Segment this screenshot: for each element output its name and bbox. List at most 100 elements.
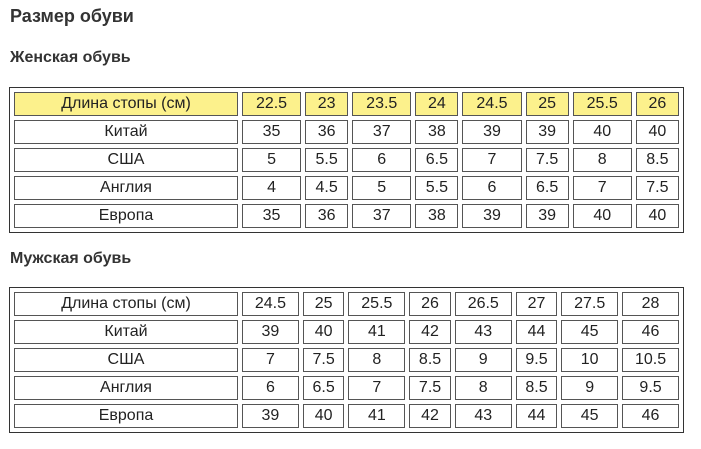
size-cell: 39 — [242, 404, 299, 428]
size-cell: 7 — [242, 348, 299, 372]
size-cell: 38 — [415, 120, 459, 144]
table-row: Европа 39 40 41 42 43 44 45 46 — [14, 404, 679, 428]
men-size-table-frame: Длина стопы (см) 24.5 25 25.5 26 26.5 27 27.5 28… — [9, 287, 684, 433]
women-section-title: Женская обувь — [10, 49, 131, 66]
women-size-table: Длина стопы (см) 22.5 23 23.5 24 24.5 25 25.5 26… — [10, 88, 683, 232]
size-cell: 8 — [454, 376, 512, 400]
size-cell: 40 — [572, 204, 632, 228]
men-size-table: Длина стопы (см) 24.5 25 25.5 26 26.5 27 27.5 28… — [10, 288, 683, 432]
size-cell: 5 — [352, 176, 412, 200]
size-cell: 6.5 — [415, 148, 459, 172]
table-row: Европа 35 36 37 38 39 39 40 40 — [14, 204, 679, 228]
page-title: Размер обуви — [10, 6, 134, 26]
country-label: США — [14, 348, 238, 372]
size-cell: 9 — [561, 376, 619, 400]
size-cell: 41 — [348, 404, 406, 428]
size-cell: 4.5 — [305, 176, 349, 200]
size-cell: 46 — [622, 404, 679, 428]
size-cell: 39 — [462, 120, 522, 144]
country-label: Англия — [14, 176, 238, 200]
foot-length-cell: 26 — [635, 92, 679, 116]
size-cell: 6 — [462, 176, 522, 200]
size-cell: 40 — [635, 120, 679, 144]
size-cell: 8.5 — [635, 148, 679, 172]
foot-length-cell: 25.5 — [348, 292, 406, 316]
women-header-row: Длина стопы (см) 22.5 23 23.5 24 24.5 25 25.5 26 — [14, 92, 679, 116]
size-cell: 6 — [352, 148, 412, 172]
size-cell: 37 — [352, 204, 412, 228]
size-cell: 4 — [242, 176, 302, 200]
size-cell: 39 — [462, 204, 522, 228]
foot-length-cell: 28 — [622, 292, 679, 316]
foot-length-cell: 25 — [525, 92, 569, 116]
size-cell: 7 — [572, 176, 632, 200]
size-cell: 35 — [242, 204, 302, 228]
size-cell: 9.5 — [515, 348, 558, 372]
country-label: США — [14, 148, 238, 172]
foot-length-cell: 27.5 — [561, 292, 619, 316]
men-header-row: Длина стопы (см) 24.5 25 25.5 26 26.5 27 27.5 28 — [14, 292, 679, 316]
foot-length-cell: 24.5 — [462, 92, 522, 116]
size-cell: 9 — [454, 348, 512, 372]
size-cell: 41 — [348, 320, 406, 344]
size-cell: 5 — [242, 148, 302, 172]
size-cell: 43 — [454, 404, 512, 428]
country-label: Англия — [14, 376, 238, 400]
size-cell: 46 — [622, 320, 679, 344]
foot-length-cell: 26.5 — [454, 292, 512, 316]
size-cell: 42 — [409, 320, 451, 344]
size-cell: 7 — [348, 376, 406, 400]
size-cell: 39 — [525, 120, 569, 144]
size-cell: 7.5 — [302, 348, 345, 372]
size-cell: 36 — [305, 204, 349, 228]
size-cell: 10.5 — [622, 348, 679, 372]
size-cell: 6.5 — [525, 176, 569, 200]
size-cell: 8 — [572, 148, 632, 172]
size-cell: 7.5 — [635, 176, 679, 200]
table-row: Китай 35 36 37 38 39 39 40 40 — [14, 120, 679, 144]
foot-length-cell: 23 — [305, 92, 349, 116]
size-cell: 7 — [462, 148, 522, 172]
size-cell: 43 — [454, 320, 512, 344]
size-cell: 44 — [515, 320, 558, 344]
size-cell: 40 — [635, 204, 679, 228]
table-row: Англия 6 6.5 7 7.5 8 8.5 9 9.5 — [14, 376, 679, 400]
size-cell: 7.5 — [409, 376, 451, 400]
women-size-table-frame: Длина стопы (см) 22.5 23 23.5 24 24.5 25 25.5 26… — [9, 87, 684, 233]
size-cell: 40 — [572, 120, 632, 144]
size-cell: 8.5 — [515, 376, 558, 400]
foot-length-cell: 24 — [415, 92, 459, 116]
foot-length-cell: 25 — [302, 292, 345, 316]
men-section-title: Мужская обувь — [10, 250, 132, 267]
table-row: Англия 4 4.5 5 5.5 6 6.5 7 7.5 — [14, 176, 679, 200]
country-label: Китай — [14, 120, 238, 144]
size-cell: 9.5 — [622, 376, 679, 400]
size-cell: 40 — [302, 404, 345, 428]
size-cell: 39 — [525, 204, 569, 228]
size-cell: 45 — [561, 320, 619, 344]
size-cell: 6 — [242, 376, 299, 400]
size-cell: 44 — [515, 404, 558, 428]
size-cell: 7.5 — [525, 148, 569, 172]
size-cell: 6.5 — [302, 376, 345, 400]
size-cell: 8 — [348, 348, 406, 372]
size-cell: 37 — [352, 120, 412, 144]
size-cell: 5.5 — [415, 176, 459, 200]
foot-length-cell: 22.5 — [242, 92, 302, 116]
country-label: Европа — [14, 204, 238, 228]
size-cell: 35 — [242, 120, 302, 144]
size-cell: 45 — [561, 404, 619, 428]
size-cell: 39 — [242, 320, 299, 344]
size-cell: 42 — [409, 404, 451, 428]
size-cell: 40 — [302, 320, 345, 344]
foot-length-label: Длина стопы (см) — [14, 92, 238, 116]
foot-length-cell: 25.5 — [572, 92, 632, 116]
foot-length-cell: 23.5 — [352, 92, 412, 116]
table-row: США 7 7.5 8 8.5 9 9.5 10 10.5 — [14, 348, 679, 372]
country-label: Европа — [14, 404, 238, 428]
country-label: Китай — [14, 320, 238, 344]
size-cell: 38 — [415, 204, 459, 228]
size-cell: 10 — [561, 348, 619, 372]
size-cell: 36 — [305, 120, 349, 144]
table-row: Китай 39 40 41 42 43 44 45 46 — [14, 320, 679, 344]
